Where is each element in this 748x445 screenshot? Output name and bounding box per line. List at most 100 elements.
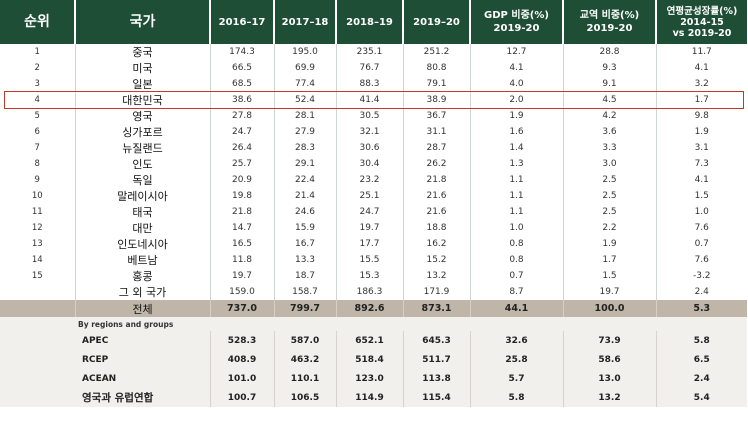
header-rank: 순위 [0,0,76,44]
y1-cell: 25.7 [210,156,275,172]
header-row: 순위 국가 2016–17 2017–18 2018–19 2019–20 GD… [0,0,747,44]
gdp-cell: 4.1 [470,60,564,76]
y3-cell: 186.3 [336,284,404,300]
gdp-cell: 1.0 [470,220,564,236]
group-y2-cell: 587.0 [274,331,337,350]
country-cell: 인도네시아 [75,236,211,252]
country-cell: 일본 [75,76,211,92]
growth-cell: 1.5 [694,191,709,201]
y4-cell: 80.8 [403,60,471,76]
y1-cell: 21.8 [210,204,275,220]
table-row: 그 외 국가 159.0 158.7 186.3 171.9 8.7 19.7 2.4 [0,284,747,300]
gdp-cell: 1.1 [470,172,564,188]
rank-cell: 2 [0,60,76,76]
gdp-cell: 1.1 [470,188,564,204]
y1-cell: 27.8 [210,108,275,124]
groups-heading: By regions and groups [0,317,747,331]
country-cell: 그 외 국가 [75,284,211,300]
y2-cell: 28.3 [274,140,337,156]
trade-cell: 2.5 [563,204,657,220]
country-cell: 미국 [75,60,211,76]
rank-cell: 8 [0,156,76,172]
rank-cell: 3 [0,76,76,92]
y4-cell: 15.2 [403,252,471,268]
gdp-cell: 0.8 [470,252,564,268]
y2-cell: 16.7 [274,236,337,252]
growth-cell: 4.1 [694,63,709,73]
header-trade-share: 교역 비중(%) 2019-20 [563,0,657,44]
total-trade-cell: 100.0 [563,300,657,317]
group-y3-cell: 114.9 [336,388,404,407]
total-growth-cell: 5.3 [656,300,747,317]
group-name-cell: ACEAN [0,369,211,388]
growth-cell: 1.0 [694,207,709,217]
gdp-cell: 2.0 [470,92,564,108]
gdp-cell: 0.7 [470,268,564,284]
table-row: 4 대한민국 38.6 52.4 41.4 38.9 2.0 4.5 1.7 [0,92,747,108]
growth-cell: 1.9 [694,127,709,137]
trade-cell: 9.1 [563,76,657,92]
group-gdp-cell: 5.8 [470,388,564,407]
trade-cell: 3.0 [563,156,657,172]
y1-cell: 68.5 [210,76,275,92]
group-y1-cell: 408.9 [210,350,275,369]
y2-cell: 77.4 [274,76,337,92]
y4-cell: 13.2 [403,268,471,284]
header-gdp-line1: GDP 비중(%) [484,10,549,21]
country-cell: 베트남 [75,252,211,268]
header-2019-20: 2019–20 [403,0,471,44]
group-name-cell: APEC [0,331,211,350]
trade-table: 순위 국가 2016–17 2017–18 2018–19 2019–20 GD… [0,0,747,407]
group-y4-cell: 113.8 [403,369,471,388]
trade-cell: 9.3 [563,60,657,76]
total-row: 전체 737.0 799.7 892.6 873.1 44.1 100.0 5.3 [0,300,747,317]
y2-cell: 22.4 [274,172,337,188]
y3-cell: 19.7 [336,220,404,236]
growth-cell: 11.7 [691,47,712,57]
total-y4-cell: 873.1 [403,300,471,317]
group-y3-cell: 652.1 [336,331,404,350]
growth-cell: 0.7 [694,239,709,249]
gdp-cell: 1.4 [470,140,564,156]
group-trade-cell: 13.2 [563,388,657,407]
y4-cell: 31.1 [403,124,471,140]
trade-cell: 4.5 [563,92,657,108]
y2-cell: 24.6 [274,204,337,220]
group-row: RCEP 408.9 463.2 518.4 511.7 25.8 58.6 6.5 [0,350,747,369]
group-y1-cell: 100.7 [210,388,275,407]
header-trade-line1: 교역 비중(%) [579,10,640,21]
group-growth-cell: 6.5 [656,350,747,369]
table-row: 3 일본 68.5 77.4 88.3 79.1 4.0 9.1 3.2 [0,76,747,92]
y4-cell: 251.2 [403,44,471,60]
y3-cell: 41.4 [336,92,404,108]
rank-cell: 9 [0,172,76,188]
y3-cell: 25.1 [336,188,404,204]
growth-cell: 1.7 [694,95,709,105]
group-y4-cell: 645.3 [403,331,471,350]
group-row: ACEAN 101.0 110.1 123.0 113.8 5.7 13.0 2.4 [0,369,747,388]
trade-cell: 19.7 [563,284,657,300]
y4-cell: 36.7 [403,108,471,124]
header-growth-line2: 2014-15 [680,16,724,28]
rank-cell: 6 [0,124,76,140]
table-row: 13 인도네시아 16.5 16.7 17.7 16.2 0.8 1.9 0.7 [0,236,747,252]
group-trade-cell: 58.6 [563,350,657,369]
growth-cell: 9.8 [694,111,709,121]
group-name-cell: RCEP [0,350,211,369]
group-y2-cell: 106.5 [274,388,337,407]
y3-cell: 30.4 [336,156,404,172]
gdp-cell: 1.3 [470,156,564,172]
total-y1-cell: 737.0 [210,300,275,317]
rank-cell: 11 [0,204,76,220]
gdp-cell: 1.6 [470,124,564,140]
y3-cell: 76.7 [336,60,404,76]
y1-cell: 11.8 [210,252,275,268]
gdp-cell: 12.7 [470,44,564,60]
country-cell: 뉴질랜드 [75,140,211,156]
group-trade-cell: 73.9 [563,331,657,350]
country-cell: 인도 [75,156,211,172]
y2-cell: 69.9 [274,60,337,76]
y4-cell: 21.8 [403,172,471,188]
y3-cell: 15.5 [336,252,404,268]
y3-cell: 15.3 [336,268,404,284]
